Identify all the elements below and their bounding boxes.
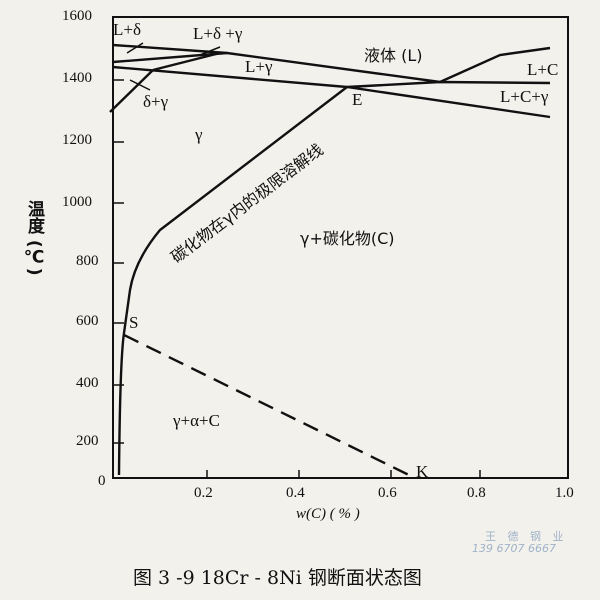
y-tick: 1400: [62, 70, 92, 86]
point-s: S: [129, 313, 139, 332]
y-tick: 600: [76, 313, 99, 329]
region-gamma-alpha-c: γ+α+C: [173, 411, 220, 430]
region-l-delta-gamma: L+δ +γ: [193, 24, 243, 43]
figure-caption: 图 3 -9 18Cr - 8Ni 钢断面状态图: [133, 567, 422, 589]
boundary-tick-mark: [126, 42, 144, 54]
point-k: K: [416, 462, 429, 481]
region-gamma-carbide: γ+碳化物(C): [300, 229, 395, 248]
region-l-c: L+C: [527, 60, 559, 79]
y-tick: 800: [76, 253, 99, 269]
eutectic-line: [346, 80, 551, 89]
region-l-c-gamma: L+C+γ: [500, 87, 549, 106]
x-tick: 0.8: [467, 485, 486, 501]
delta-liquidus-line: [112, 51, 228, 64]
boundary-tick-mark: [129, 79, 151, 91]
y-tick: 1200: [62, 132, 92, 148]
watermark-name: 王 德 钢 业: [485, 530, 568, 543]
solvus-line: [117, 86, 348, 476]
x-axis-label: w(C) ( % ): [296, 506, 360, 522]
delta-gamma-boundary: [152, 51, 221, 72]
region-liquid: 液体 (L): [364, 46, 423, 65]
watermark-phone: 139 6707 6667: [472, 542, 556, 555]
x-tick: 0.2: [194, 485, 213, 501]
region-gamma: γ: [195, 125, 203, 144]
solidus-line: [112, 65, 551, 119]
x-tick: 1.0: [555, 485, 574, 501]
region-delta-gamma: δ+γ: [143, 92, 169, 111]
y-tick: 1000: [62, 194, 92, 210]
y-tick: 1600: [62, 8, 92, 24]
region-l-gamma: L+γ: [245, 57, 273, 76]
boundary-tick-mark: [199, 46, 221, 56]
eutectoid-dashed-line: [123, 333, 416, 480]
y-axis-label: 温度 (℃): [24, 200, 44, 276]
y-ticks: [113, 79, 124, 444]
plot-frame: [112, 16, 569, 479]
region-l-delta: L+δ: [113, 20, 141, 39]
y-tick: 200: [76, 433, 99, 449]
x-tick: 0.6: [378, 485, 397, 501]
delta-gamma-lower-boundary: [109, 69, 154, 113]
point-e: E: [352, 90, 363, 109]
x-tick: 0.4: [286, 485, 305, 501]
y-tick: 400: [76, 375, 99, 391]
x-ticks: [206, 470, 481, 478]
y-tick: 0: [98, 473, 106, 489]
